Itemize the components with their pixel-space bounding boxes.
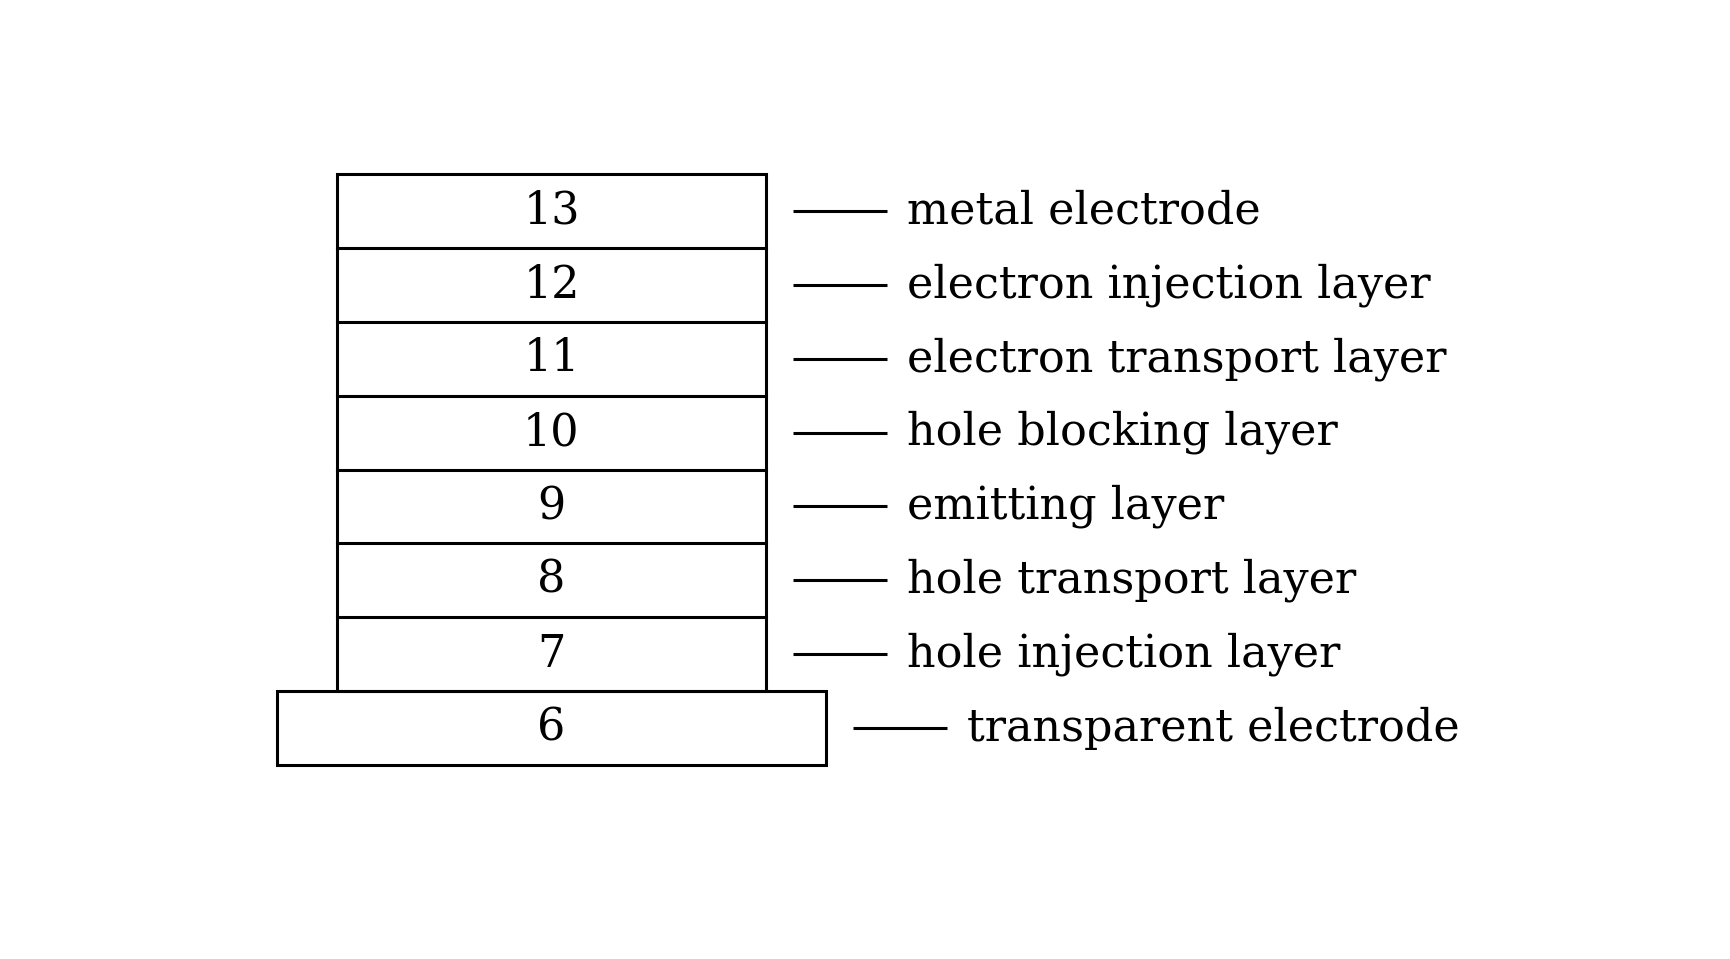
Text: 6: 6 (538, 707, 566, 750)
Text: 9: 9 (538, 485, 566, 528)
Text: hole injection layer: hole injection layer (907, 632, 1341, 676)
Bar (337, 175, 766, 691)
Text: transparent electrode: transparent electrode (967, 707, 1460, 750)
Text: 11: 11 (522, 338, 580, 381)
Text: 7: 7 (538, 633, 566, 676)
Text: hole blocking layer: hole blocking layer (907, 410, 1337, 455)
Text: 12: 12 (522, 264, 580, 307)
Text: hole transport layer: hole transport layer (907, 558, 1356, 602)
Bar (277, 691, 827, 765)
Text: 8: 8 (538, 559, 566, 602)
Text: electron injection layer: electron injection layer (907, 263, 1431, 307)
Text: emitting layer: emitting layer (907, 484, 1225, 528)
Text: electron transport layer: electron transport layer (907, 337, 1446, 381)
Text: metal electrode: metal electrode (907, 190, 1261, 233)
Text: 13: 13 (522, 190, 580, 233)
Text: 10: 10 (522, 411, 580, 455)
